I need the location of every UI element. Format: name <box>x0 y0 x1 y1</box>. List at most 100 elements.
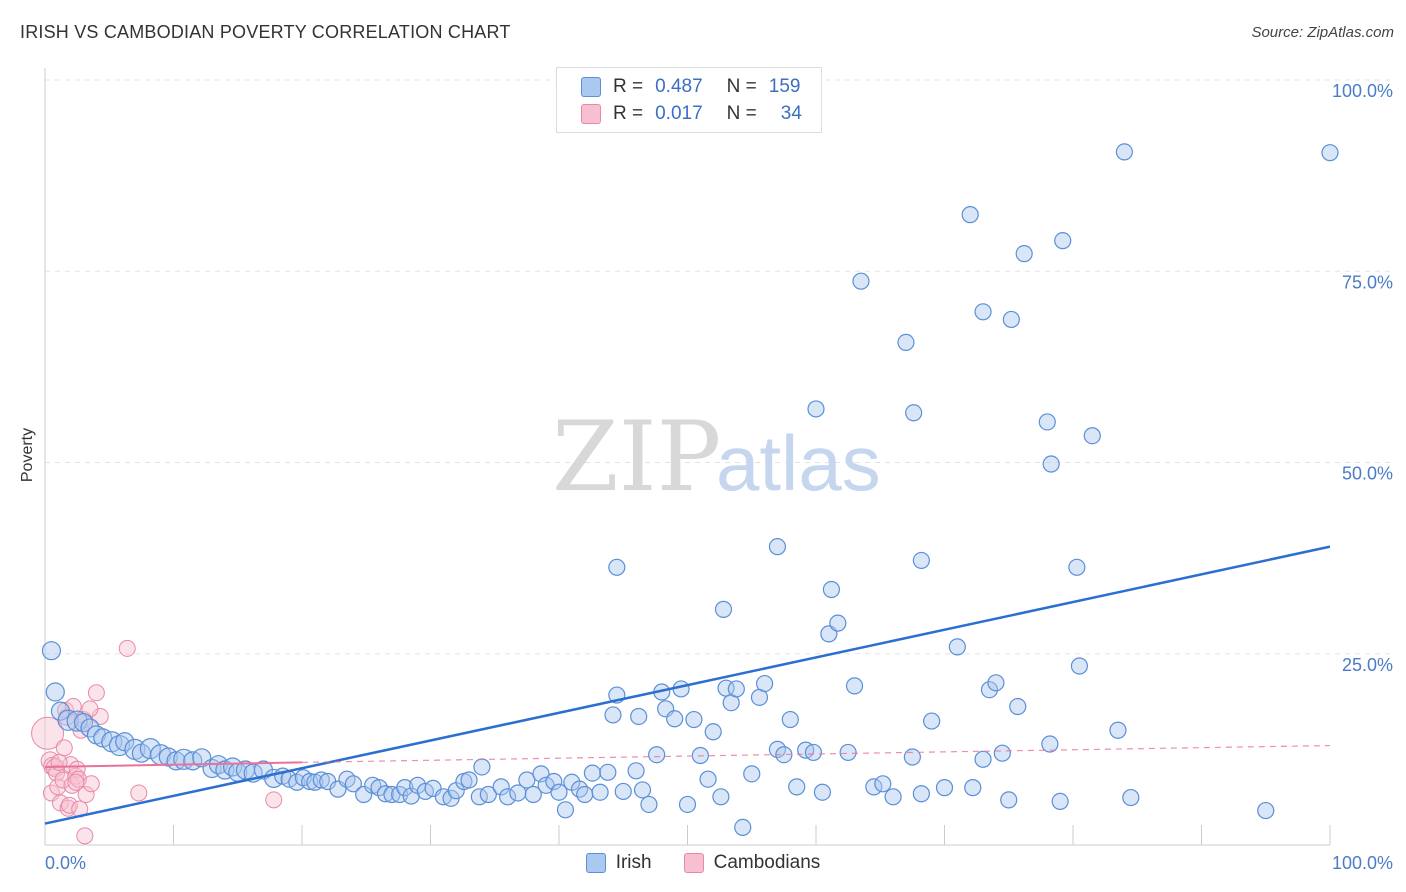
irish-point <box>964 779 982 797</box>
irish-point <box>829 614 847 632</box>
irish-point <box>627 762 645 780</box>
irish-point <box>974 303 992 321</box>
irish-point <box>1051 792 1069 810</box>
irish-point <box>1321 144 1339 162</box>
irish-point <box>903 748 921 766</box>
irish-point <box>648 746 666 764</box>
irish-point <box>640 795 658 814</box>
legend-n-label: N = <box>726 103 757 124</box>
irish-point <box>839 743 857 762</box>
legend-row-cambodians: R = 0.017 N = 34 <box>581 102 802 126</box>
cambodian-point <box>67 773 85 791</box>
y-tick-label: 100.0% <box>1332 81 1393 101</box>
cambodian-point <box>54 771 72 789</box>
cambodian-point <box>265 791 283 809</box>
irish-point <box>712 788 730 806</box>
cambodian-point <box>87 684 105 702</box>
irish-point <box>556 801 575 819</box>
irish-point <box>73 712 94 733</box>
irish-points <box>41 143 1339 837</box>
irish-point <box>768 538 787 556</box>
cambodian-point <box>67 767 85 785</box>
irish-point <box>1015 245 1033 263</box>
y-tick-label: 75.0% <box>1342 272 1393 292</box>
cambodian-point <box>69 770 87 788</box>
irish-point <box>948 638 966 656</box>
series-swatch-irish <box>585 853 606 873</box>
cambodian-point <box>82 775 100 793</box>
irish-point <box>905 404 923 422</box>
irish-point <box>50 701 71 721</box>
irish-point <box>1038 413 1056 431</box>
y-tick-label: 50.0% <box>1342 464 1393 484</box>
x-tick-label: 100.0% <box>1332 853 1393 873</box>
cambodian-point <box>60 796 78 814</box>
irish-point <box>912 785 930 803</box>
chart-title: IRISH VS CAMBODIAN POVERTY CORRELATION C… <box>20 22 511 42</box>
irish-point <box>1002 310 1020 329</box>
irish-point <box>312 771 330 789</box>
irish-point <box>961 206 979 224</box>
irish-point <box>788 778 806 796</box>
irish-point <box>714 600 733 618</box>
irish-point <box>1009 697 1027 716</box>
irish-point <box>1054 232 1072 250</box>
irish-point <box>912 551 930 570</box>
irish-point <box>355 785 373 804</box>
irish-point <box>630 707 648 726</box>
cambodian-trend-line <box>44 761 303 768</box>
gridlines <box>45 79 1392 655</box>
cambodian-point <box>31 716 65 750</box>
x-tick-label: 0.0% <box>45 853 86 873</box>
irish-point <box>139 738 161 760</box>
irish-point <box>1070 657 1089 675</box>
irish-point <box>614 782 632 801</box>
irish-point <box>1115 143 1134 161</box>
cambodian-point <box>50 753 68 771</box>
irish-point <box>583 764 602 782</box>
irish-point <box>545 772 563 791</box>
irish-point <box>755 674 774 693</box>
irish-point <box>473 758 491 776</box>
irish-point <box>344 775 362 793</box>
irish-point <box>678 795 697 814</box>
irish-point <box>57 709 79 731</box>
cambodian-point <box>48 764 66 782</box>
irish-point <box>1109 721 1127 739</box>
legend-swatch-cambodians <box>581 104 601 124</box>
irish-point <box>1000 791 1018 809</box>
irish-point <box>599 763 617 781</box>
irish-point <box>813 783 832 801</box>
stats-legend: R = 0.487 N = 159 R = 0.017 N = 34 <box>556 67 822 133</box>
irish-point <box>591 783 609 801</box>
tick-labels: 25.0% 50.0% 75.0% 100.0% 0.0% 100.0% <box>45 81 1393 873</box>
irish-point <box>865 778 883 796</box>
series-label-irish: Irish <box>615 852 652 873</box>
legend-n-label: N = <box>726 76 757 97</box>
irish-point <box>852 272 870 290</box>
irish-point <box>45 682 65 702</box>
cambodian-point <box>76 827 94 845</box>
irish-point <box>884 788 902 806</box>
irish-point <box>608 558 626 576</box>
watermark-zip: ZIP <box>552 401 721 513</box>
legend-swatch-irish <box>581 77 601 97</box>
irish-point <box>1042 455 1060 473</box>
irish-point <box>1122 788 1140 807</box>
irish-point <box>923 712 941 730</box>
legend-r-value: 0.017 <box>655 103 703 124</box>
irish-point <box>685 710 703 729</box>
irish-point <box>1083 427 1101 445</box>
series-legend-cambodians[interactable]: Cambodians <box>683 852 821 874</box>
cambodian-points <box>31 639 283 845</box>
irish-point <box>935 779 954 797</box>
irish-point <box>479 785 497 804</box>
irish-point <box>499 788 517 806</box>
series-label-cambodians: Cambodians <box>713 852 821 873</box>
series-legend-irish[interactable]: Irish <box>585 852 652 874</box>
irish-point <box>874 775 892 793</box>
irish-point <box>518 771 536 789</box>
trend-lines <box>44 545 1331 825</box>
irish-point <box>993 744 1011 762</box>
legend-r-label: R = <box>613 76 644 97</box>
